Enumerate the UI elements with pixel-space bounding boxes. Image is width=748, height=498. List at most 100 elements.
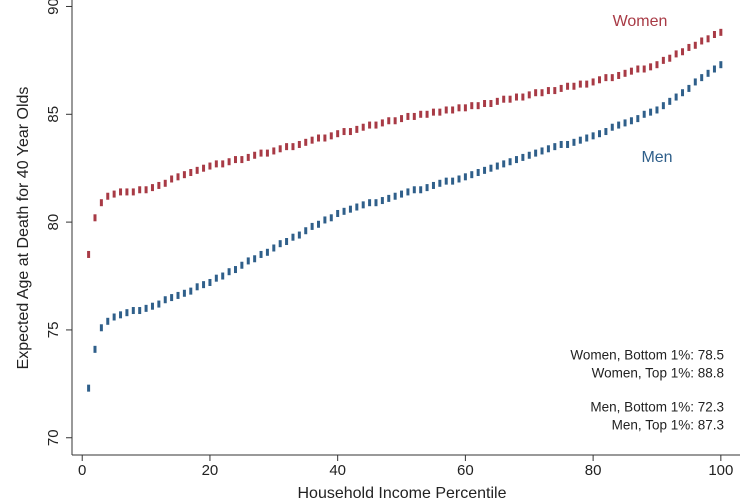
point: [681, 48, 685, 56]
point: [214, 274, 218, 282]
point: [125, 188, 129, 196]
point: [259, 250, 263, 258]
point: [342, 207, 346, 215]
point: [278, 145, 282, 153]
point: [259, 149, 263, 157]
point: [119, 188, 123, 196]
point: [508, 95, 512, 103]
point: [368, 199, 372, 207]
point: [329, 132, 333, 140]
point: [668, 97, 672, 105]
point: [534, 149, 538, 157]
x-tick-label: 20: [202, 462, 219, 479]
point: [521, 93, 525, 101]
point: [655, 61, 659, 69]
point: [451, 177, 455, 185]
point: [623, 69, 627, 77]
point: [400, 190, 404, 198]
point: [310, 222, 314, 230]
point: [457, 104, 461, 112]
point: [470, 171, 474, 179]
point: [106, 192, 110, 200]
point: [719, 61, 723, 69]
point: [674, 50, 678, 58]
point: [265, 248, 269, 256]
point: [438, 108, 442, 116]
y-tick-label: 80: [45, 214, 62, 231]
y-tick-label: 75: [45, 322, 62, 339]
point: [610, 74, 614, 82]
point: [406, 188, 410, 196]
point: [106, 317, 110, 325]
point: [476, 169, 480, 177]
point: [182, 289, 186, 297]
x-tick-label: 80: [585, 462, 602, 479]
point: [431, 181, 435, 189]
point: [649, 63, 653, 71]
point: [310, 136, 314, 144]
point: [566, 140, 570, 148]
point: [150, 184, 154, 192]
point: [387, 194, 391, 202]
point: [221, 272, 225, 280]
point: [355, 203, 359, 211]
point: [623, 119, 627, 127]
point: [419, 186, 423, 194]
point: [87, 384, 91, 392]
point: [374, 121, 378, 129]
point: [425, 110, 429, 118]
y-tick-label: 85: [45, 106, 62, 123]
point: [719, 28, 723, 36]
point: [131, 307, 135, 315]
point: [502, 160, 506, 168]
point: [629, 117, 633, 125]
point: [406, 112, 410, 120]
point: [176, 173, 180, 181]
point: [176, 291, 180, 299]
point: [655, 106, 659, 114]
point: [240, 156, 244, 164]
point: [336, 130, 340, 138]
point: [693, 41, 697, 49]
point: [157, 181, 161, 189]
point: [125, 309, 129, 317]
point: [470, 102, 474, 110]
point: [393, 192, 397, 200]
point: [170, 294, 174, 302]
point: [476, 102, 480, 110]
point: [138, 307, 142, 315]
point: [681, 89, 685, 97]
point: [227, 158, 231, 166]
point: [527, 151, 531, 159]
point: [591, 132, 595, 140]
point: [227, 268, 231, 276]
point: [323, 134, 327, 142]
point: [297, 140, 301, 148]
point: [253, 151, 257, 159]
point: [700, 74, 704, 82]
point: [221, 160, 225, 168]
point: [304, 227, 308, 235]
point: [202, 164, 206, 172]
point: [412, 112, 416, 120]
point: [170, 175, 174, 183]
point: [400, 115, 404, 123]
point: [361, 201, 365, 209]
point: [463, 173, 467, 181]
point: [489, 164, 493, 172]
point: [668, 54, 672, 62]
point: [483, 166, 487, 174]
point: [291, 143, 295, 151]
point: [93, 345, 97, 353]
point: [553, 87, 557, 95]
point: [444, 177, 448, 185]
point: [361, 123, 365, 131]
point: [233, 156, 237, 164]
x-tick-label: 60: [457, 462, 474, 479]
point: [246, 153, 250, 161]
point: [144, 186, 148, 194]
point: [604, 74, 608, 82]
point: [553, 143, 557, 151]
point: [99, 199, 103, 207]
point: [208, 162, 212, 170]
